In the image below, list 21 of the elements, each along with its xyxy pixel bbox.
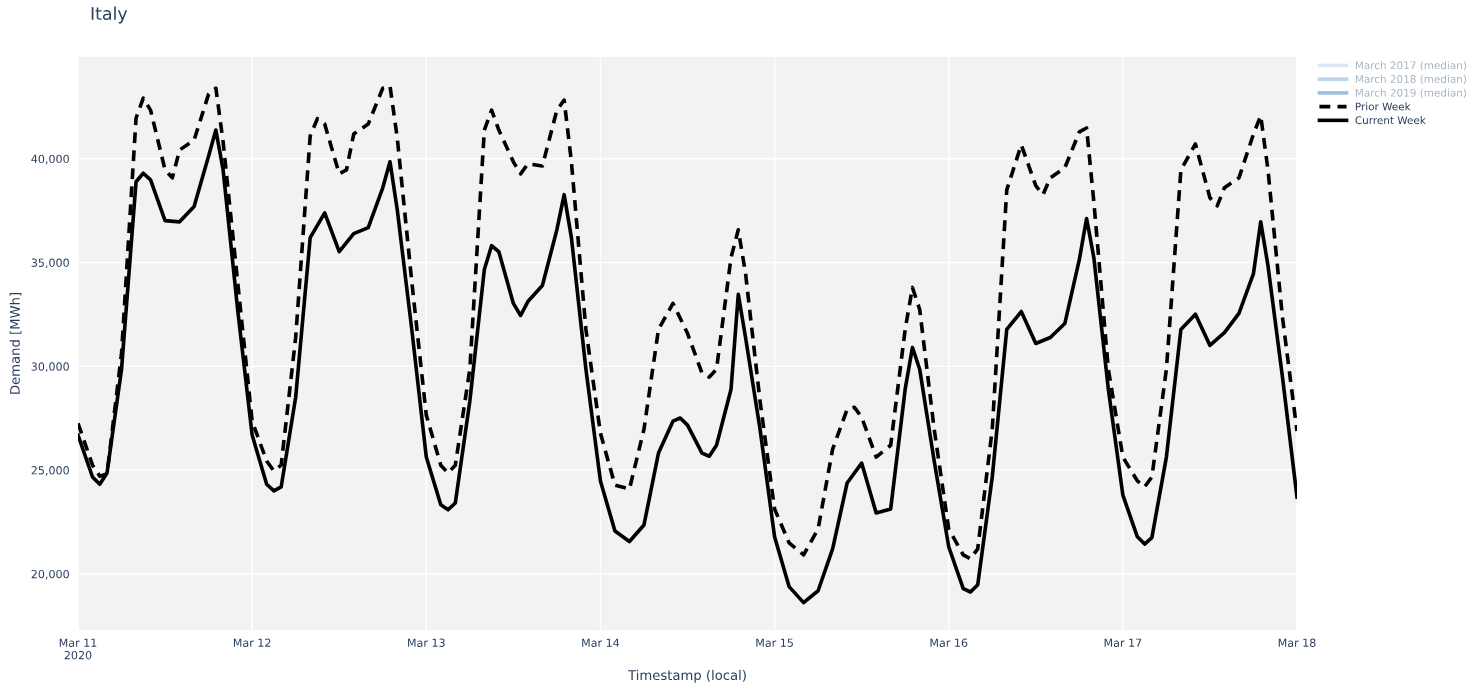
legend-label: March 2018 (median) (1355, 74, 1467, 85)
y-tick-label: 20,000 (31, 569, 69, 580)
y-tick-label: 35,000 (31, 258, 69, 269)
x-axis-title: Timestamp (local) (628, 669, 746, 683)
chart-title: Italy (91, 6, 128, 24)
y-tick-label: 30,000 (31, 362, 69, 372)
x-tick-label: Mar 13 (408, 638, 445, 647)
legend-label: March 2017 (median) (1355, 61, 1467, 71)
legend-label: Current Week (1355, 116, 1426, 125)
x-tick-label: Mar 12 (233, 638, 271, 647)
y-tick-label: 25,000 (31, 466, 69, 476)
x-tick-label: Mar 16 (930, 638, 968, 647)
x-tick-label: Mar 11 2020 (59, 638, 97, 660)
y-axis-title: Demand [MWh] (9, 293, 22, 394)
x-tick-label: Mar 18 (1278, 638, 1316, 647)
legend-label: March 2019 (median) (1355, 88, 1467, 98)
x-tick-label: Mar 14 (582, 638, 620, 647)
y-tick-label: 40,000 (31, 154, 69, 165)
x-tick-label: Mar 17 (1104, 638, 1142, 647)
x-tick-label: Mar 15 (756, 638, 793, 647)
legend-label: Prior Week (1355, 102, 1411, 111)
